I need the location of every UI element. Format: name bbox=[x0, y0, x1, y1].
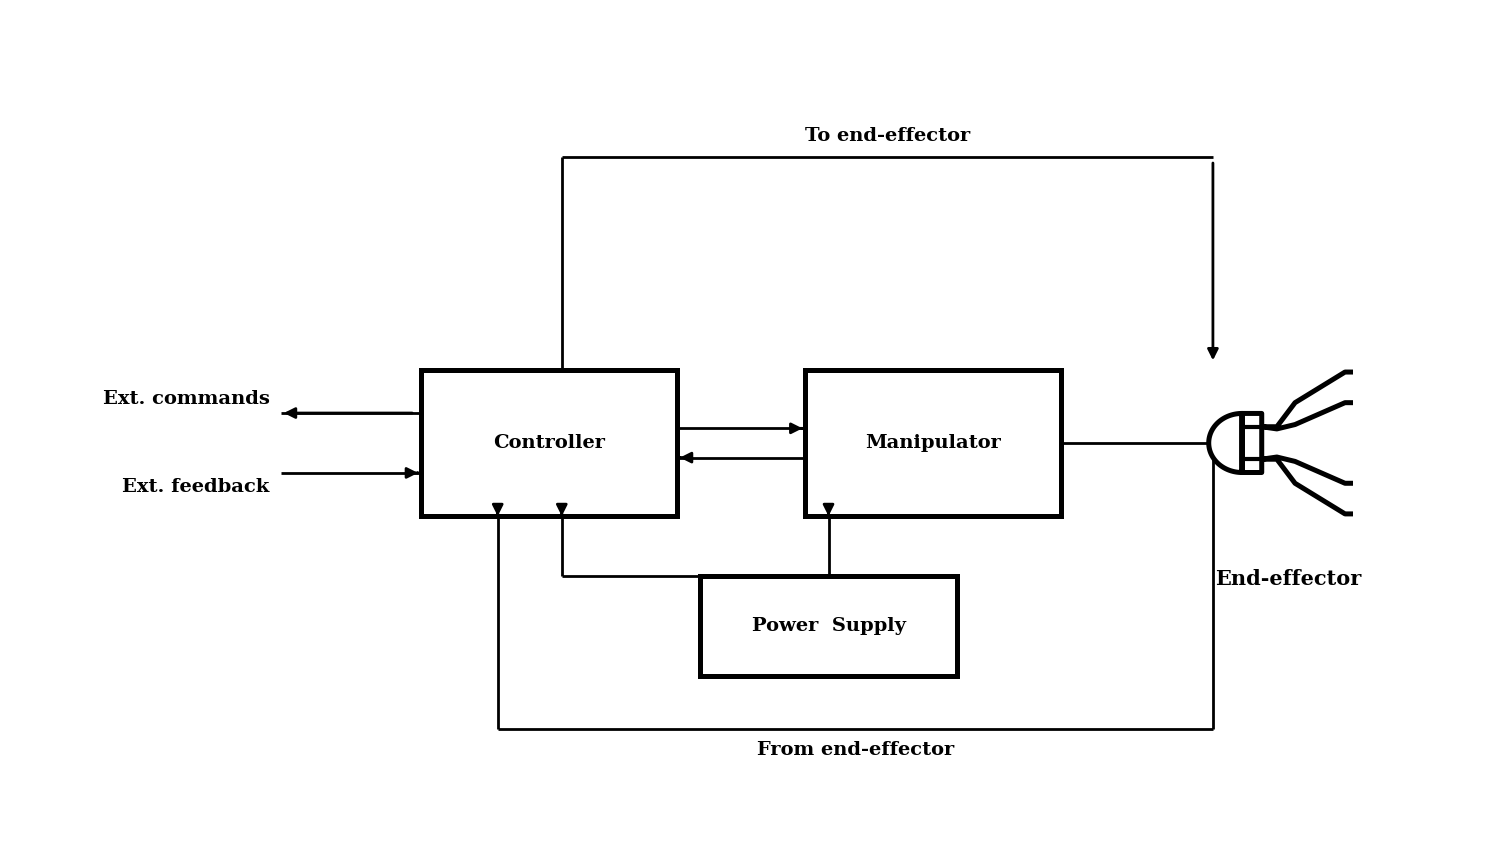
Polygon shape bbox=[1208, 414, 1261, 473]
Text: Manipulator: Manipulator bbox=[866, 434, 1001, 452]
Polygon shape bbox=[1261, 372, 1398, 429]
Text: From end-effector: From end-effector bbox=[756, 741, 954, 759]
Text: To end-effector: To end-effector bbox=[804, 127, 969, 145]
Polygon shape bbox=[1261, 457, 1398, 514]
Text: Ext. commands: Ext. commands bbox=[102, 390, 269, 408]
Text: Ext. feedback: Ext. feedback bbox=[122, 479, 269, 496]
Bar bbox=[806, 370, 1061, 516]
Text: End-effector: End-effector bbox=[1216, 569, 1362, 589]
Bar bbox=[700, 576, 957, 676]
Text: Power  Supply: Power Supply bbox=[752, 617, 905, 635]
Bar bbox=[421, 370, 678, 516]
Text: Controller: Controller bbox=[493, 434, 606, 452]
